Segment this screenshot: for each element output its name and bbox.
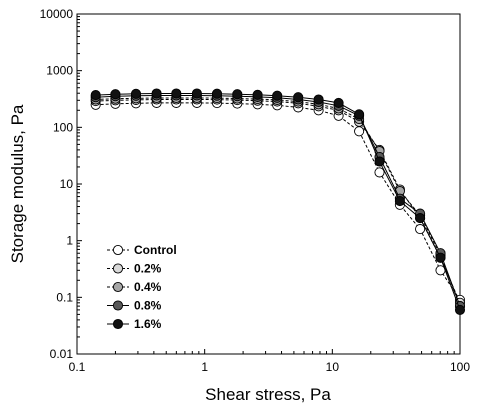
- data-point: [110, 89, 121, 100]
- data-point: [354, 126, 365, 137]
- x-axis-ticks: 0.1 1 10 100: [69, 349, 470, 374]
- data-point: [354, 109, 365, 120]
- y-tick-label: 1: [66, 234, 73, 248]
- legend-marker: [112, 281, 124, 293]
- series-layer: [90, 88, 466, 315]
- x-tick-label: 10: [326, 360, 340, 374]
- x-tick-label: 1: [201, 360, 208, 374]
- legend: Control 0.2% 0.4% 0.8% 1.6%: [107, 243, 177, 331]
- data-point: [454, 304, 466, 315]
- data-point: [435, 252, 446, 263]
- data-point: [374, 156, 385, 167]
- data-point: [293, 92, 304, 103]
- data-point: [252, 89, 263, 100]
- data-point: [394, 196, 405, 207]
- data-point: [211, 88, 223, 99]
- y-tick-label: 1000: [46, 64, 73, 78]
- y-tick-label: 100: [53, 120, 73, 134]
- legend-marker: [112, 300, 124, 311]
- data-point: [374, 167, 385, 178]
- data-point: [130, 88, 142, 99]
- legend-label: 0.2%: [134, 262, 162, 276]
- legend-label: 0.4%: [134, 280, 162, 294]
- y-tick-label: 10000: [40, 7, 74, 21]
- data-point: [171, 88, 182, 99]
- legend-item: 0.8%: [107, 299, 162, 313]
- legend-item: 0.4%: [107, 280, 162, 294]
- series-1-6-: [90, 88, 466, 315]
- data-point: [333, 97, 344, 108]
- y-tick-label: 0.01: [50, 347, 74, 361]
- data-point: [272, 90, 283, 101]
- data-point: [191, 88, 202, 99]
- legend-marker: [112, 244, 124, 256]
- legend-label: 0.8%: [134, 299, 162, 313]
- data-point: [90, 90, 101, 101]
- y-axis-ticks: 0.01 0.1 1 10 100 1000 10000: [40, 7, 82, 361]
- data-point: [151, 88, 162, 99]
- x-tick-label: 100: [450, 360, 470, 374]
- legend-label: Control: [134, 243, 177, 257]
- legend-label: 1.6%: [134, 317, 162, 331]
- data-point: [313, 94, 324, 105]
- legend-item: 0.2%: [107, 262, 162, 276]
- legend-marker: [112, 263, 124, 274]
- x-tick-label: 0.1: [69, 360, 86, 374]
- legend-marker: [112, 318, 124, 330]
- y-tick-label: 10: [60, 177, 74, 191]
- legend-item: Control: [107, 243, 177, 257]
- x-axis-label: Shear stress, Pa: [205, 385, 331, 404]
- data-point: [232, 89, 243, 100]
- legend-item: 1.6%: [107, 317, 162, 331]
- data-point: [415, 224, 426, 235]
- y-axis-label: Storage modulus, Pa: [8, 104, 27, 263]
- data-point: [415, 213, 426, 224]
- series-line: [95, 93, 461, 311]
- y-tick-label: 0.1: [56, 290, 73, 304]
